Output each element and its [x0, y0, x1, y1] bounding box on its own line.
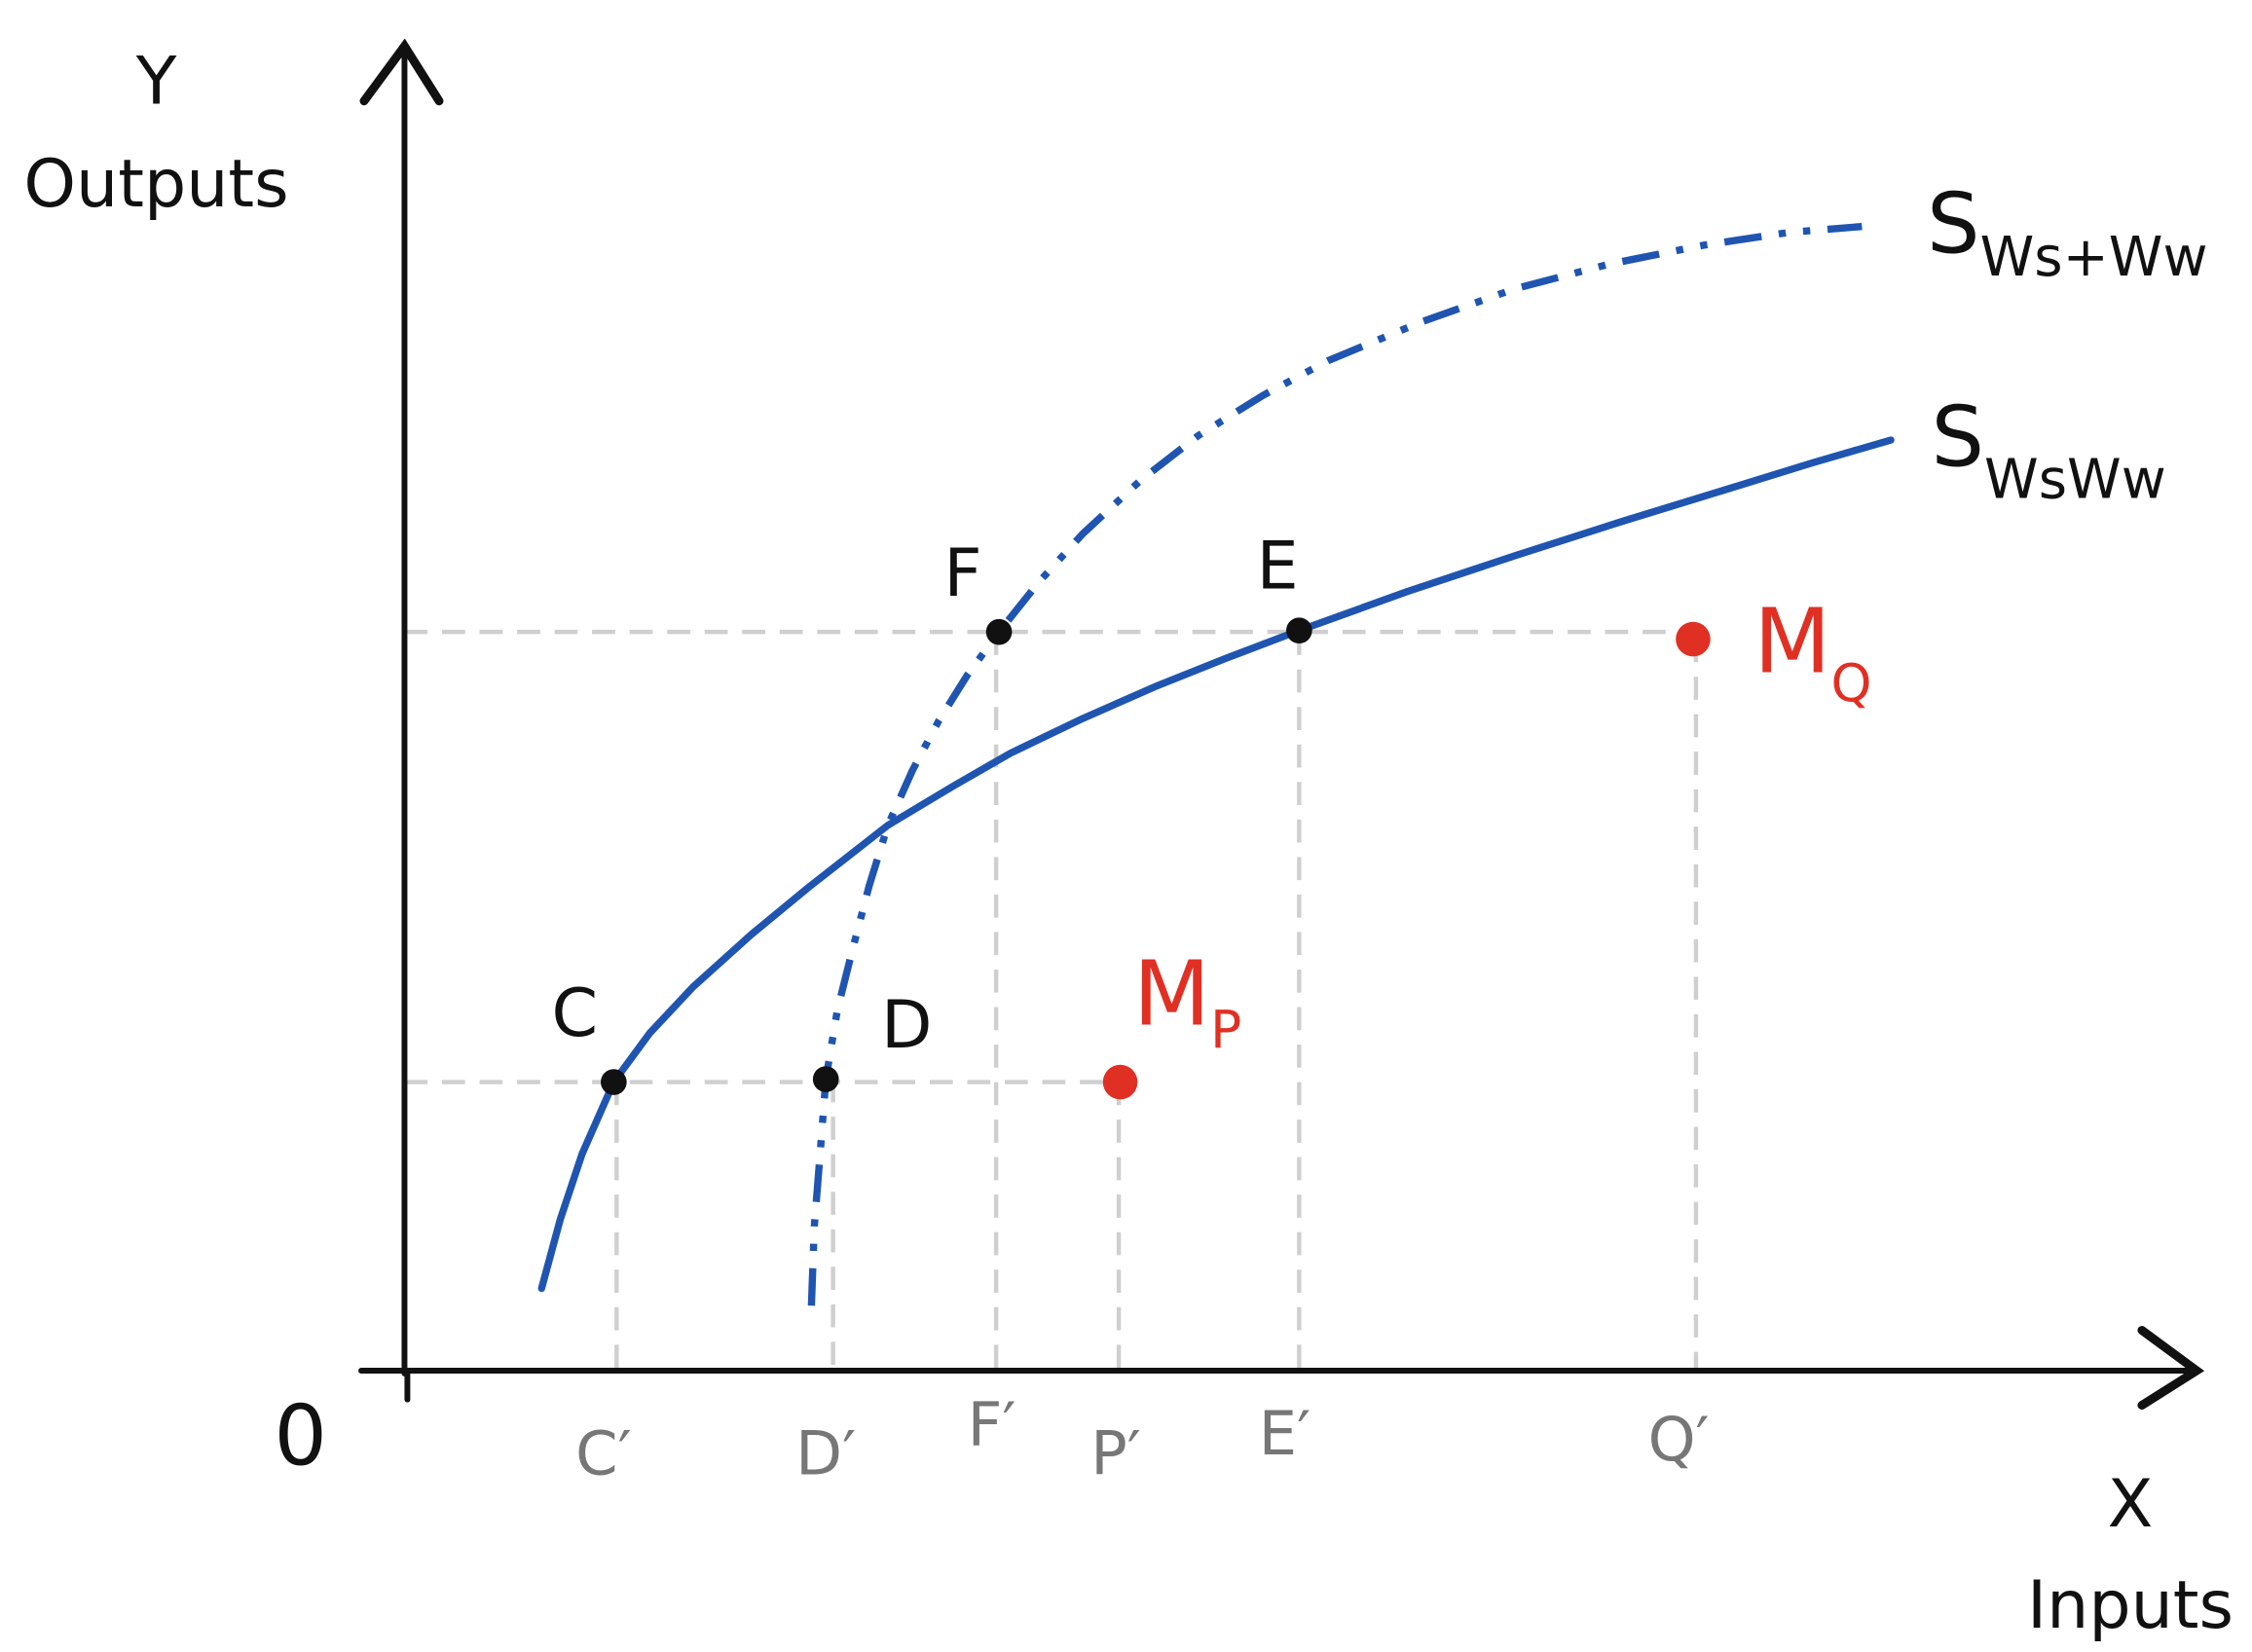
projection-label: Q′ [1648, 1404, 1710, 1475]
curve-s-ws-ww [537, 436, 1895, 1293]
observed-points [1102, 621, 1711, 1100]
curve-symbol: S [1927, 175, 1980, 273]
y-symbol: Y [135, 44, 177, 121]
axes [358, 38, 2205, 1411]
observed-subscript: P [1210, 999, 1241, 1060]
projection-label: D′ [795, 1418, 856, 1489]
point-label: F [943, 535, 981, 612]
projection-label: F′ [968, 1389, 1016, 1460]
point-label: C [552, 975, 599, 1052]
curve-subscript: Ws+Ww [1980, 226, 2208, 289]
curve-label: SWsWw [1932, 389, 2166, 512]
projection-label: E′ [1259, 1398, 1311, 1469]
observed-subscript: Q [1830, 652, 1871, 714]
point-label: D [881, 987, 932, 1064]
observed-label: MQ [1754, 590, 1871, 715]
x-symbol: X [2108, 1466, 2154, 1543]
origin: 0 [274, 1387, 327, 1485]
observed-label: MP [1133, 941, 1241, 1060]
curve-label: SWs+Ww [1927, 175, 2207, 289]
curve-subscript: WsWw [1984, 448, 2166, 511]
point-label: E [1257, 529, 1299, 606]
points [601, 617, 1312, 1095]
curve-s-ws-plus-ww [807, 222, 1863, 1306]
observed-symbol: M [1754, 590, 1830, 694]
x-label: Inputs [2027, 1567, 2234, 1644]
y-label: Outputs [23, 146, 288, 223]
projection-label: C′ [575, 1418, 632, 1489]
guide-lines [404, 629, 1699, 1371]
projection-label: P′ [1090, 1418, 1141, 1489]
curve-symbol: S [1932, 389, 1985, 487]
observed-symbol: M [1133, 941, 1210, 1046]
